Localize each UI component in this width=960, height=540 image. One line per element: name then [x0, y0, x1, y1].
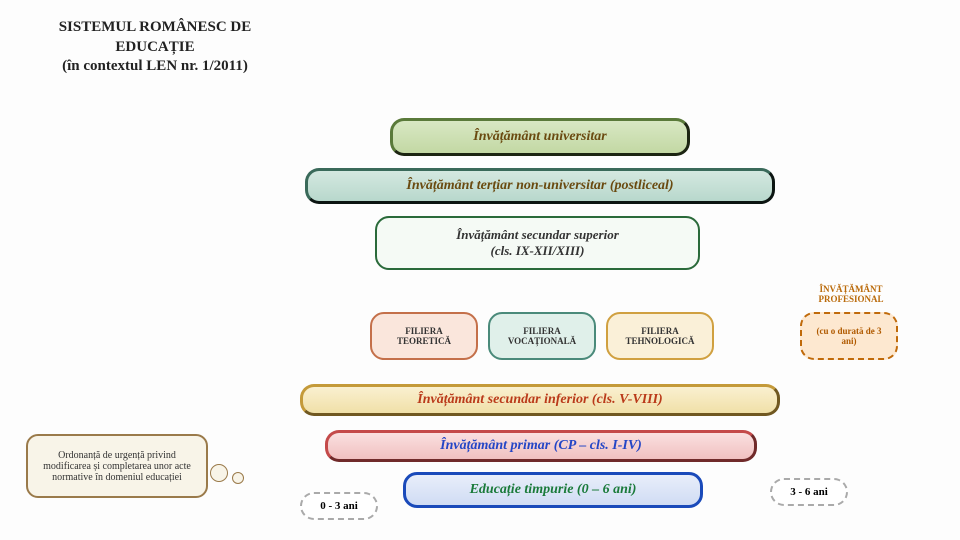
level-secundar-inferior: Învățământ secundar inferior (cls. V-VII…	[300, 384, 780, 416]
note-callout-tail	[206, 458, 266, 498]
title-line-1: SISTEMUL ROMÂNESC DE	[59, 19, 252, 35]
age-0-3: 0 - 3 ani	[300, 492, 378, 520]
level-secundar-superior: Învățământ secundar superior(cls. IX-XII…	[375, 216, 700, 270]
ordonanta-note: Ordonanță de urgență privind modificarea…	[26, 434, 208, 498]
age-3-6: 3 - 6 ani	[770, 478, 848, 506]
filiera-vocationala: FILIERA VOCAȚIONALĂ	[488, 312, 596, 360]
title-line-3: (în contextul LEN nr. 1/2011)	[62, 58, 248, 74]
level-postliceal: Învățământ terțiar non-universitar (post…	[305, 168, 775, 204]
level-primar: Învățământ primar (CP – cls. I-IV)	[325, 430, 757, 462]
title-line-2: EDUCAȚIE	[115, 39, 194, 55]
diagram-title: SISTEMUL ROMÂNESC DE EDUCAȚIE (în contex…	[40, 18, 270, 77]
profesional-heading: ÎNVĂȚĂMÂNT PROFESIONAL	[790, 284, 912, 304]
filiera-teoretica: FILIERA TEORETICĂ	[370, 312, 478, 360]
filiera-profesional: (cu o durată de 3 ani)	[800, 312, 898, 360]
level-educatie-timpurie: Educație timpurie (0 – 6 ani)	[403, 472, 703, 508]
level-universitar: Învățământ universitar	[390, 118, 690, 156]
filiera-tehnologica: FILIERA TEHNOLOGICĂ	[606, 312, 714, 360]
